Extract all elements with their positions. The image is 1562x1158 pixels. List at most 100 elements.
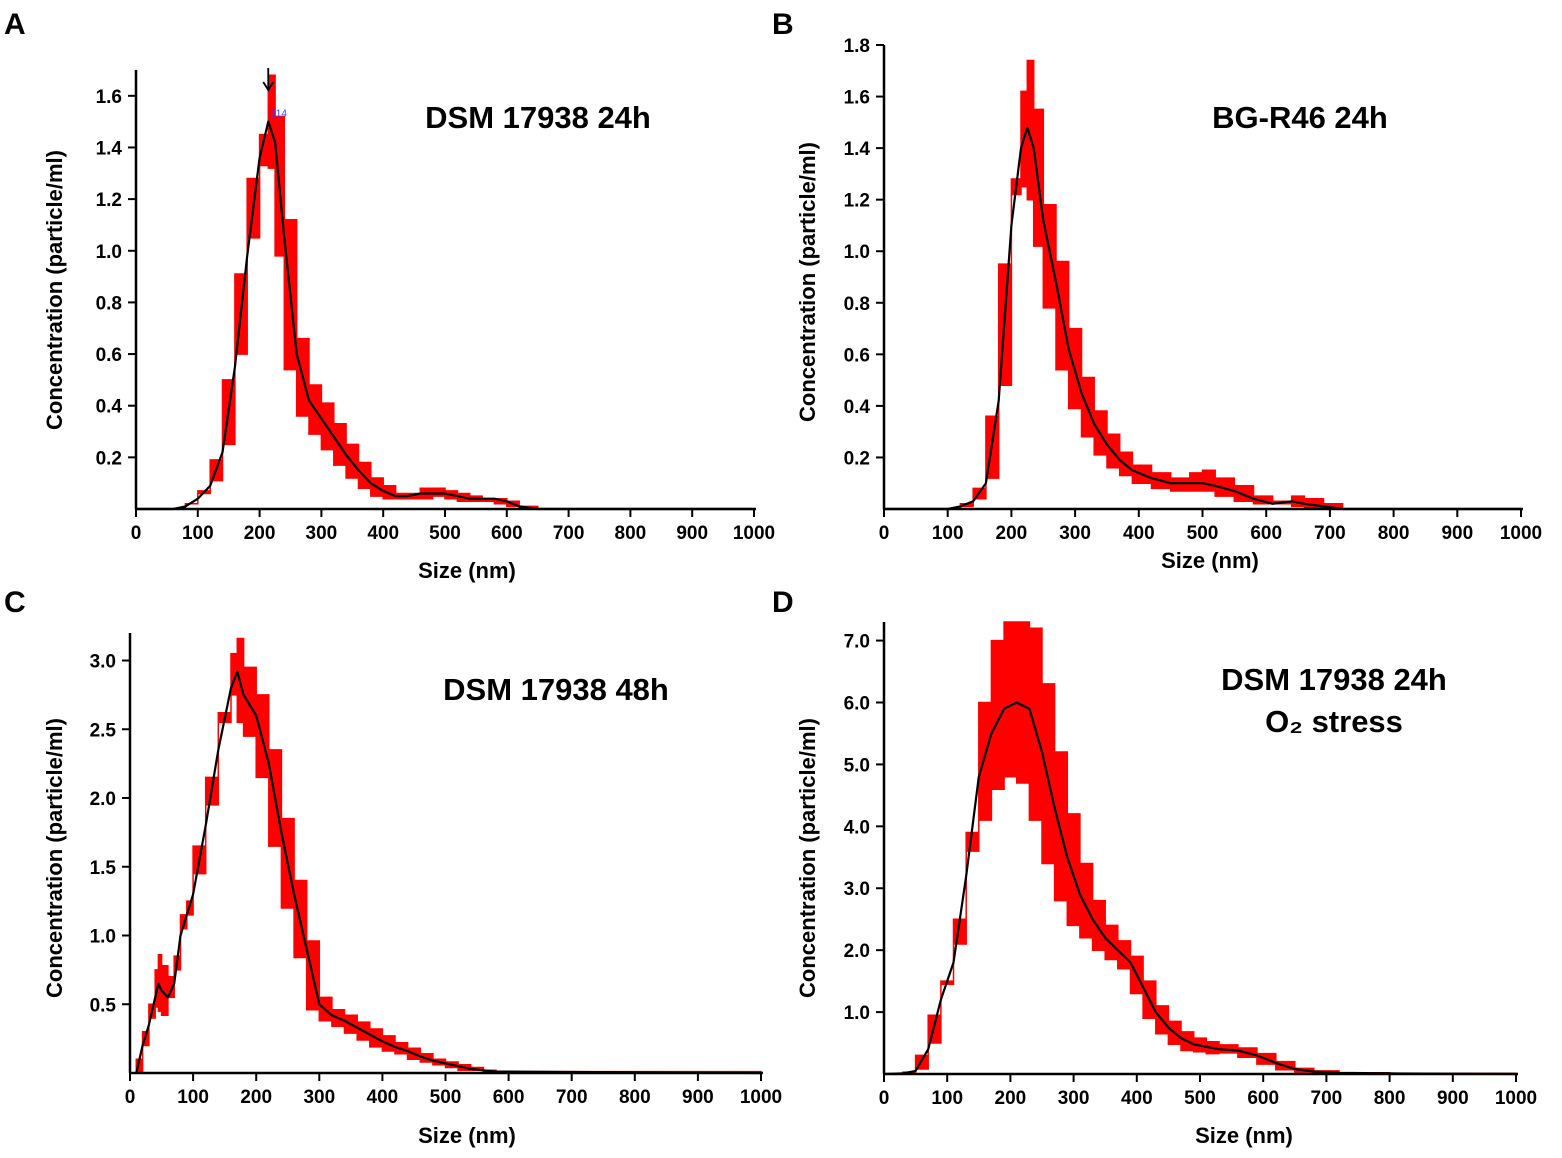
x-tick-label: 700: [553, 523, 585, 544]
y-axis-label: Concentration (particle/ml): [42, 718, 67, 998]
y-tick-label: 0.6: [844, 345, 870, 366]
y-tick-label: 1.6: [844, 88, 870, 109]
x-tick-label: 1000: [733, 523, 775, 544]
y-tick-label: 0.4: [96, 397, 123, 418]
y-tick-label: 2.0: [844, 941, 870, 962]
x-tick-label: 900: [676, 523, 708, 544]
x-tick-label: 600: [491, 523, 523, 544]
plot-area: 0 100 200 300 400 500 600 700 800 900 1000 0.2 0.4 0.…: [96, 68, 775, 544]
y-axis-label: Concentration (particle/ml): [795, 142, 820, 422]
y-tick-label: 1.0: [844, 242, 870, 263]
x-tick-label: 100: [182, 523, 214, 544]
y-tick-label: 0.8: [844, 294, 870, 315]
x-tick-label: 400: [1121, 1088, 1153, 1109]
x-tick-label: 400: [1123, 523, 1155, 544]
mean-line: [135, 670, 762, 1075]
x-tick-label: 300: [1059, 523, 1091, 544]
x-tick-label: 200: [995, 1088, 1027, 1109]
x-tick-label: 0: [879, 523, 890, 544]
y-tick-label: 7.0: [844, 632, 870, 653]
y-tick-label: 0.5: [90, 995, 117, 1016]
x-tick-label: 600: [493, 1087, 525, 1108]
y-tick-label: 2.0: [90, 789, 116, 810]
mean-line: [884, 126, 1521, 511]
x-tick-label: 300: [303, 1087, 335, 1108]
x-axis-label: Size (nm): [418, 558, 516, 583]
y-tick-label: 3.0: [90, 652, 116, 673]
x-tick-label: 700: [1314, 523, 1346, 544]
panel-d: D 0 100 200 300 400 500 600 700 800 900 1000 1.0 2.0…: [772, 586, 1537, 1148]
panel-letter: A: [4, 8, 26, 41]
plot-area: 0 100 200 300 400 500 600 700 800 900 1000 0.2 0.4 0.…: [844, 36, 1543, 544]
y-tick-label: 1.0: [96, 242, 122, 263]
chart-title: DSM 17938 48h: [443, 672, 669, 707]
plot-area: 0 100 200 300 400 500 600 700 800 900 1000 0.5 1.0 1.…: [90, 633, 782, 1108]
x-tick-label: 700: [1311, 1088, 1343, 1109]
x-tick-label: 200: [240, 1087, 272, 1108]
x-tick-label: 200: [244, 523, 276, 544]
x-tick-label: 500: [1187, 523, 1219, 544]
x-tick-label: 300: [1058, 1088, 1090, 1109]
y-tick-label: 5.0: [844, 755, 870, 776]
panel-c: C 0 100 200 300 400 500 600 700 800 900 1000 0.5 1.0…: [4, 586, 782, 1148]
x-axis-label: Size (nm): [1195, 1123, 1293, 1148]
x-tick-label: 900: [1441, 523, 1473, 544]
y-axis-label: Concentration (particle/ml): [42, 150, 67, 430]
x-tick-label: 800: [619, 1087, 651, 1108]
x-tick-label: 400: [367, 1087, 399, 1108]
x-tick-label: 700: [556, 1087, 588, 1108]
x-tick-label: 500: [1184, 1088, 1216, 1109]
peak-annotation: 214: [270, 108, 287, 119]
x-tick-label: 1000: [740, 1087, 782, 1108]
x-tick-label: 0: [125, 1087, 136, 1108]
chart-title: DSM 17938 24h: [1221, 662, 1447, 697]
x-tick-label: 600: [1247, 1088, 1279, 1109]
y-tick-label: 0.2: [844, 448, 870, 469]
x-tick-label: 800: [1378, 523, 1410, 544]
y-tick-label: 6.0: [844, 693, 870, 714]
y-tick-label: 0.6: [96, 345, 122, 366]
x-tick-label: 100: [177, 1087, 209, 1108]
plot-area: 0 100 200 300 400 500 600 700 800 900 1000 1.0 2.0 3.…: [844, 621, 1537, 1109]
mean-line: [136, 120, 754, 511]
x-tick-label: 200: [996, 523, 1028, 544]
x-tick-label: 1000: [1495, 1088, 1537, 1109]
x-axis-label: Size (nm): [1161, 548, 1259, 573]
x-tick-label: 900: [1437, 1088, 1469, 1109]
y-tick-label: 0.8: [96, 293, 122, 314]
panel-a: A 0 100 200 300 400 500 600 700 800 900 1000 0.2 0.4…: [4, 8, 775, 583]
peak-arrow-icon: [262, 81, 275, 92]
y-axis-label: Concentration (particle/ml): [795, 718, 820, 998]
y-tick-label: 1.0: [90, 927, 116, 948]
y-tick-label: 1.4: [96, 138, 123, 159]
x-axis-label: Size (nm): [418, 1123, 516, 1148]
x-tick-label: 100: [932, 523, 964, 544]
x-tick-label: 0: [879, 1088, 890, 1109]
chart-title: BG-R46 24h: [1212, 100, 1388, 135]
panel-letter: B: [772, 8, 794, 41]
error-band: [136, 74, 754, 510]
x-tick-label: 600: [1250, 523, 1282, 544]
x-tick-label: 800: [1374, 1088, 1406, 1109]
y-tick-label: 1.5: [90, 858, 117, 879]
panel-b: B 0 100 200 300 400 500 600 700 800 900 1000 0.2 0.4…: [772, 8, 1542, 573]
chart-title: DSM 17938 24h: [425, 100, 651, 135]
error-band: [884, 59, 1521, 510]
x-tick-label: 500: [429, 523, 461, 544]
mean-line: [883, 701, 1517, 1076]
y-tick-label: 0.4: [844, 397, 871, 418]
y-tick-label: 1.8: [844, 36, 870, 57]
x-tick-label: 800: [615, 523, 647, 544]
x-tick-label: 1000: [1500, 523, 1542, 544]
x-tick-label: 300: [306, 523, 338, 544]
y-tick-label: 2.5: [90, 720, 117, 741]
y-tick-label: 1.4: [844, 139, 871, 160]
x-tick-label: 900: [682, 1087, 714, 1108]
x-tick-label: 500: [430, 1087, 462, 1108]
y-tick-label: 1.6: [96, 87, 122, 108]
y-tick-label: 0.2: [96, 448, 122, 469]
x-tick-label: 400: [367, 523, 399, 544]
y-tick-label: 1.2: [96, 190, 122, 211]
y-tick-label: 4.0: [844, 817, 870, 838]
